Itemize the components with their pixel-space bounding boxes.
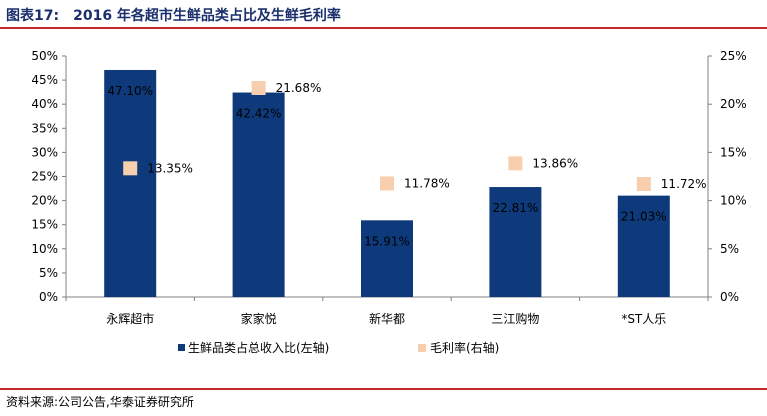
x-tick-label: 新华都 xyxy=(369,311,405,326)
bar-value-label: 21.03% xyxy=(621,210,667,224)
right-tick-label: 15% xyxy=(720,145,747,159)
bar xyxy=(617,195,670,297)
scatter-marker xyxy=(508,156,523,171)
scatter-series xyxy=(123,81,651,192)
top-rule xyxy=(0,27,767,29)
x-tick-label: 家家悦 xyxy=(241,311,277,326)
bar-series xyxy=(104,69,670,297)
axes: 0% 5% 10% 15% 20% 25% 30% 35% 40% 45% 50% 0% 5% 10% 15… xyxy=(31,49,746,326)
figure-title: 图表17: 2016 年各超市生鲜品类占比及生鲜毛利率 xyxy=(6,5,341,25)
right-tick-label: 5% xyxy=(720,242,739,256)
left-tick-label: 40% xyxy=(31,97,58,111)
legend-swatch-bar xyxy=(178,344,185,351)
left-tick-label: 30% xyxy=(31,145,58,159)
left-tick-label: 50% xyxy=(31,49,58,63)
scatter-marker xyxy=(636,177,651,192)
bar-value-label: 22.81% xyxy=(493,201,539,215)
right-tick-label: 10% xyxy=(720,194,747,208)
bar xyxy=(489,187,542,297)
bar xyxy=(232,92,285,297)
scatter-value-label: 13.86% xyxy=(532,156,578,170)
scatter-value-label: 21.68% xyxy=(276,81,322,95)
source-note: 资料来源:公司公告,华泰证券研究所 xyxy=(6,395,194,409)
scatter-value-label: 11.72% xyxy=(661,177,707,191)
left-tick-label: 0% xyxy=(39,290,58,304)
bar xyxy=(361,220,413,297)
bar xyxy=(104,69,157,297)
scatter-marker xyxy=(123,161,138,176)
left-tick-label: 20% xyxy=(31,194,58,208)
scatter-value-label: 13.35% xyxy=(147,161,193,175)
legend-label-scatter: 毛利率(右轴) xyxy=(430,340,499,355)
legend: 生鲜品类占总收入比(左轴) 毛利率(右轴) xyxy=(178,340,499,355)
right-tick-label: 0% xyxy=(720,290,739,304)
left-tick-label: 15% xyxy=(31,218,58,232)
bar-value-label: 15.91% xyxy=(364,234,410,248)
chart: 0% 5% 10% 15% 20% 25% 30% 35% 40% 45% 50% 0% 5% 10% 15… xyxy=(31,49,746,355)
figure-title-text: 2016 年各超市生鲜品类占比及生鲜毛利率 xyxy=(73,8,341,24)
bottom-rule xyxy=(0,388,767,390)
scatter-value-label: 11.78% xyxy=(404,176,450,190)
scatter-marker xyxy=(380,176,394,191)
right-tick-label: 25% xyxy=(720,49,747,63)
x-tick-label: 三江购物 xyxy=(491,311,539,326)
left-tick-label: 35% xyxy=(31,121,58,135)
figure-label: 图表17: xyxy=(6,8,60,24)
scatter-marker xyxy=(251,81,266,96)
bar-value-label: 42.42% xyxy=(236,107,282,121)
bar-value-label: 47.10% xyxy=(107,84,153,98)
legend-swatch-scatter xyxy=(418,344,426,352)
x-tick-label: 永辉超市 xyxy=(106,311,154,326)
left-tick-label: 10% xyxy=(31,242,58,256)
x-tick-label: *ST人乐 xyxy=(621,312,666,326)
data-labels: 47.10% 42.42% 15.91% 22.81% 21.03% 13.35% 21.6… xyxy=(107,81,706,248)
legend-label-bar: 生鲜品类占总收入比(左轴) xyxy=(188,340,329,355)
left-tick-label: 25% xyxy=(31,170,58,184)
left-tick-label: 45% xyxy=(31,73,58,87)
left-tick-label: 5% xyxy=(39,266,58,280)
right-tick-label: 20% xyxy=(720,97,747,111)
